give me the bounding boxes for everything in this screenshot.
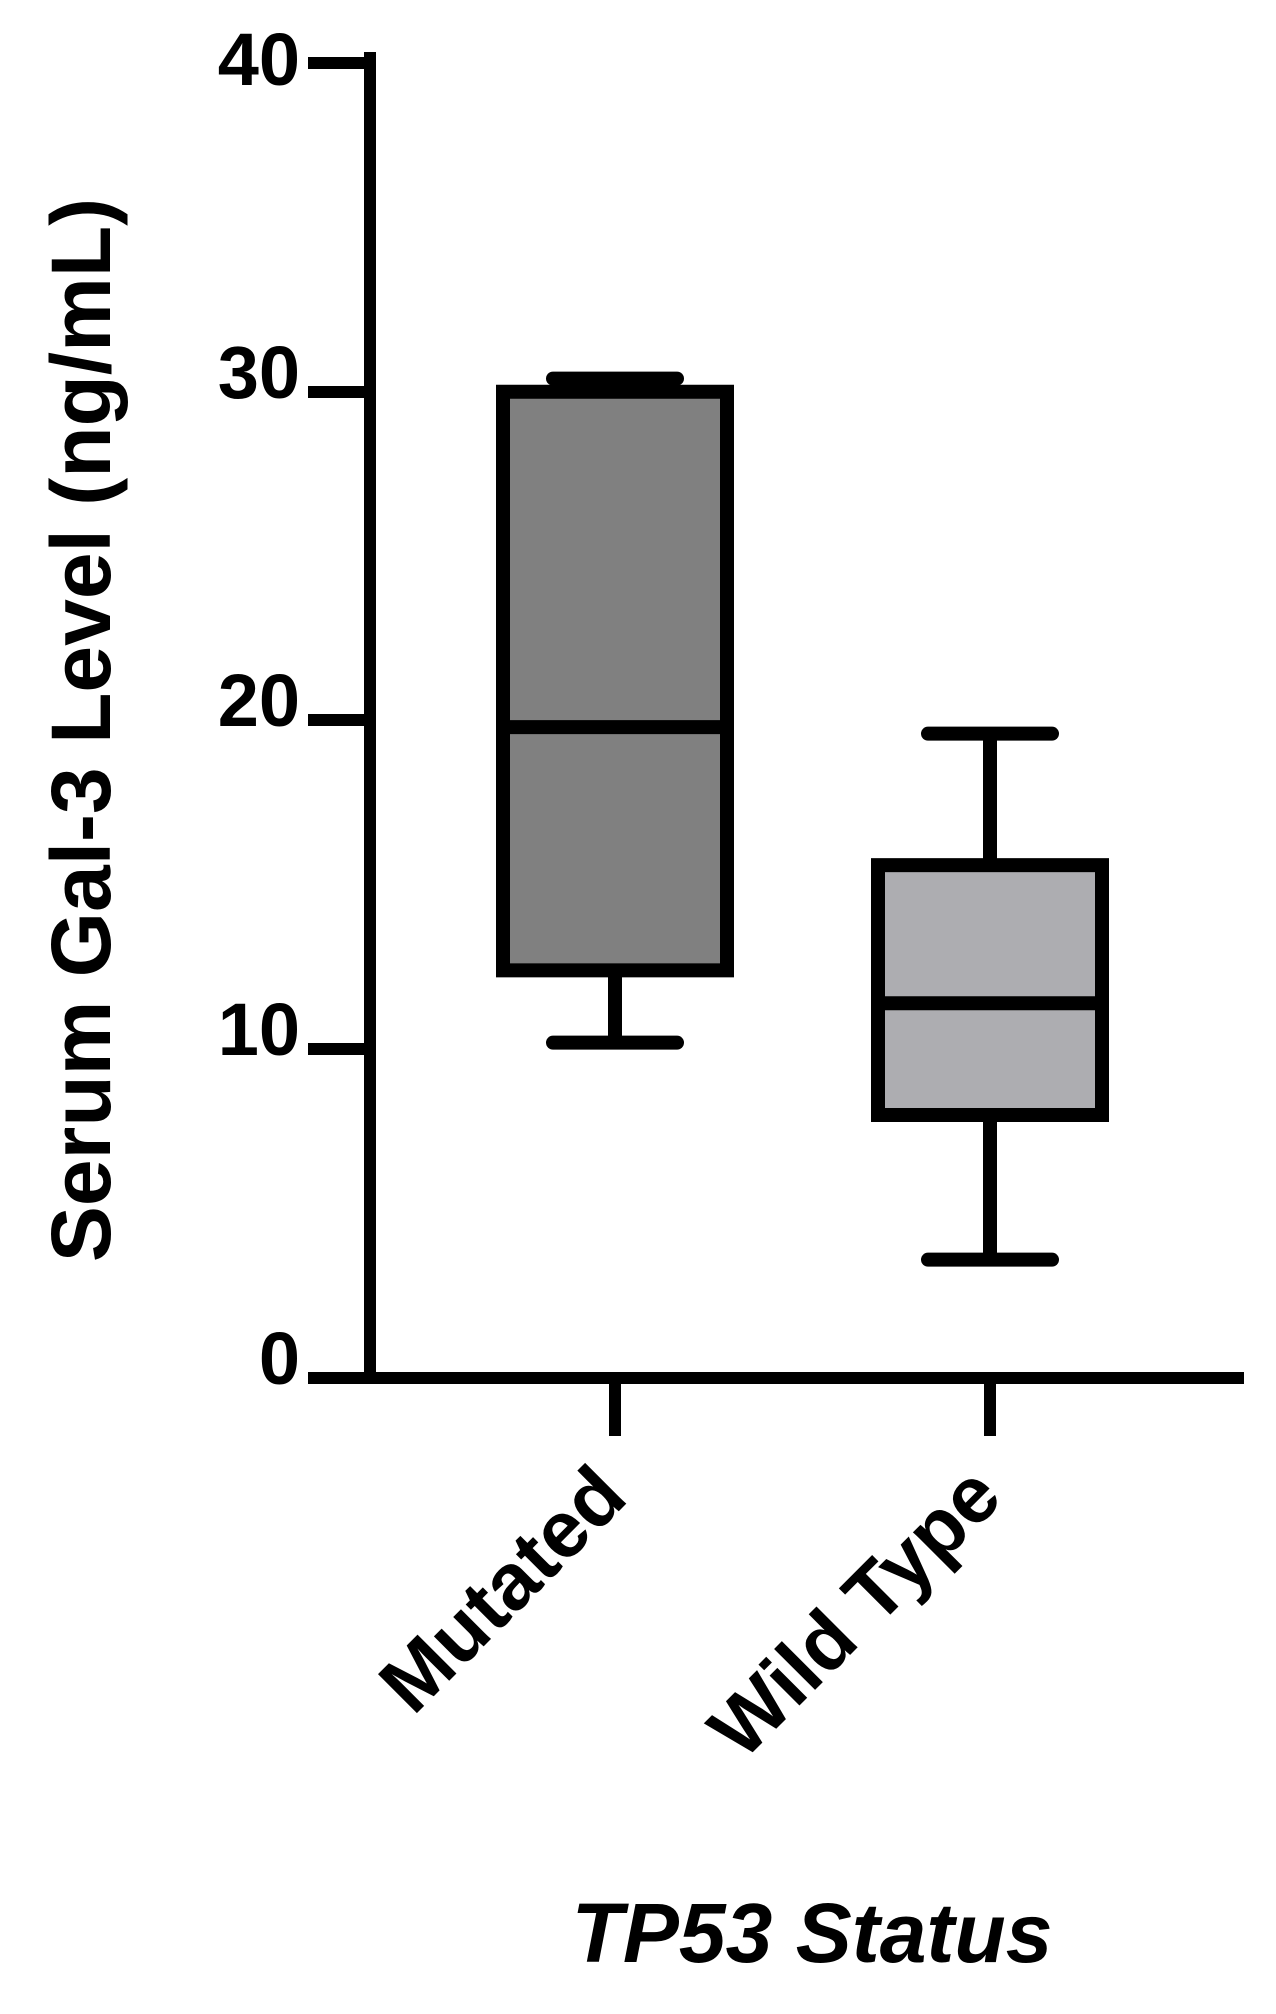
box-mutated [496, 384, 734, 978]
y-tick-label-40: 40 [218, 18, 300, 101]
x-category-label-wild-type: Wild Type [692, 1449, 1017, 1774]
boxes-layer [496, 371, 1109, 1267]
y-tick-label-20: 20 [218, 659, 300, 742]
y-axis-title: Serum Gal-3 Level (ng/mL) [34, 198, 128, 1262]
x-category-label-mutated: Mutated [362, 1449, 642, 1729]
x-axis-title: TP53 Status [572, 1886, 1053, 1980]
y-tick-labels: 0 10 20 30 40 [218, 18, 300, 1400]
y-tick-label-0: 0 [259, 1317, 300, 1400]
axes [308, 52, 1244, 1436]
y-tick-label-10: 10 [218, 988, 300, 1071]
y-tick-label-30: 30 [218, 331, 300, 414]
box-wild-type [871, 858, 1109, 1123]
